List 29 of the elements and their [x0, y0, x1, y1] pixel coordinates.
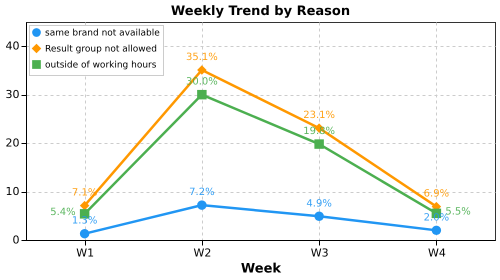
point	[80, 200, 90, 210]
y-tick-label: 10	[6, 185, 20, 198]
data-label: 6.9%	[424, 188, 450, 200]
y-tick-label: 30	[6, 88, 20, 102]
legend-label: Result group not allowed	[45, 44, 157, 54]
y-tick-label: 40	[6, 40, 20, 53]
data-label: 2.0%	[424, 212, 450, 224]
data-label: 7.2%	[189, 187, 215, 198]
data-label: 4.9%	[306, 198, 332, 210]
point	[80, 228, 90, 238]
x-axis-title: Week	[240, 262, 282, 276]
point	[314, 139, 324, 149]
point	[197, 200, 207, 210]
point	[197, 65, 207, 75]
point	[432, 226, 442, 236]
data-label: 35.1%	[186, 52, 218, 63]
x-tick-label: W4	[428, 246, 446, 260]
legend-label: same brand not available	[45, 28, 160, 38]
data-label: 1.3%	[72, 216, 98, 227]
x-tick-label: W1	[76, 246, 94, 260]
y-tick-label: 20	[6, 136, 20, 150]
chart-title: Weekly Trend by Reason	[170, 4, 350, 19]
y-tick-label: 0	[12, 234, 20, 246]
point	[197, 90, 207, 100]
x-tick-label: W2	[193, 246, 212, 260]
x-tick-label: W3	[310, 246, 329, 260]
legend-label: outside of working hours	[45, 60, 157, 70]
point	[314, 212, 324, 221]
data-label: 23.1%	[303, 110, 336, 122]
